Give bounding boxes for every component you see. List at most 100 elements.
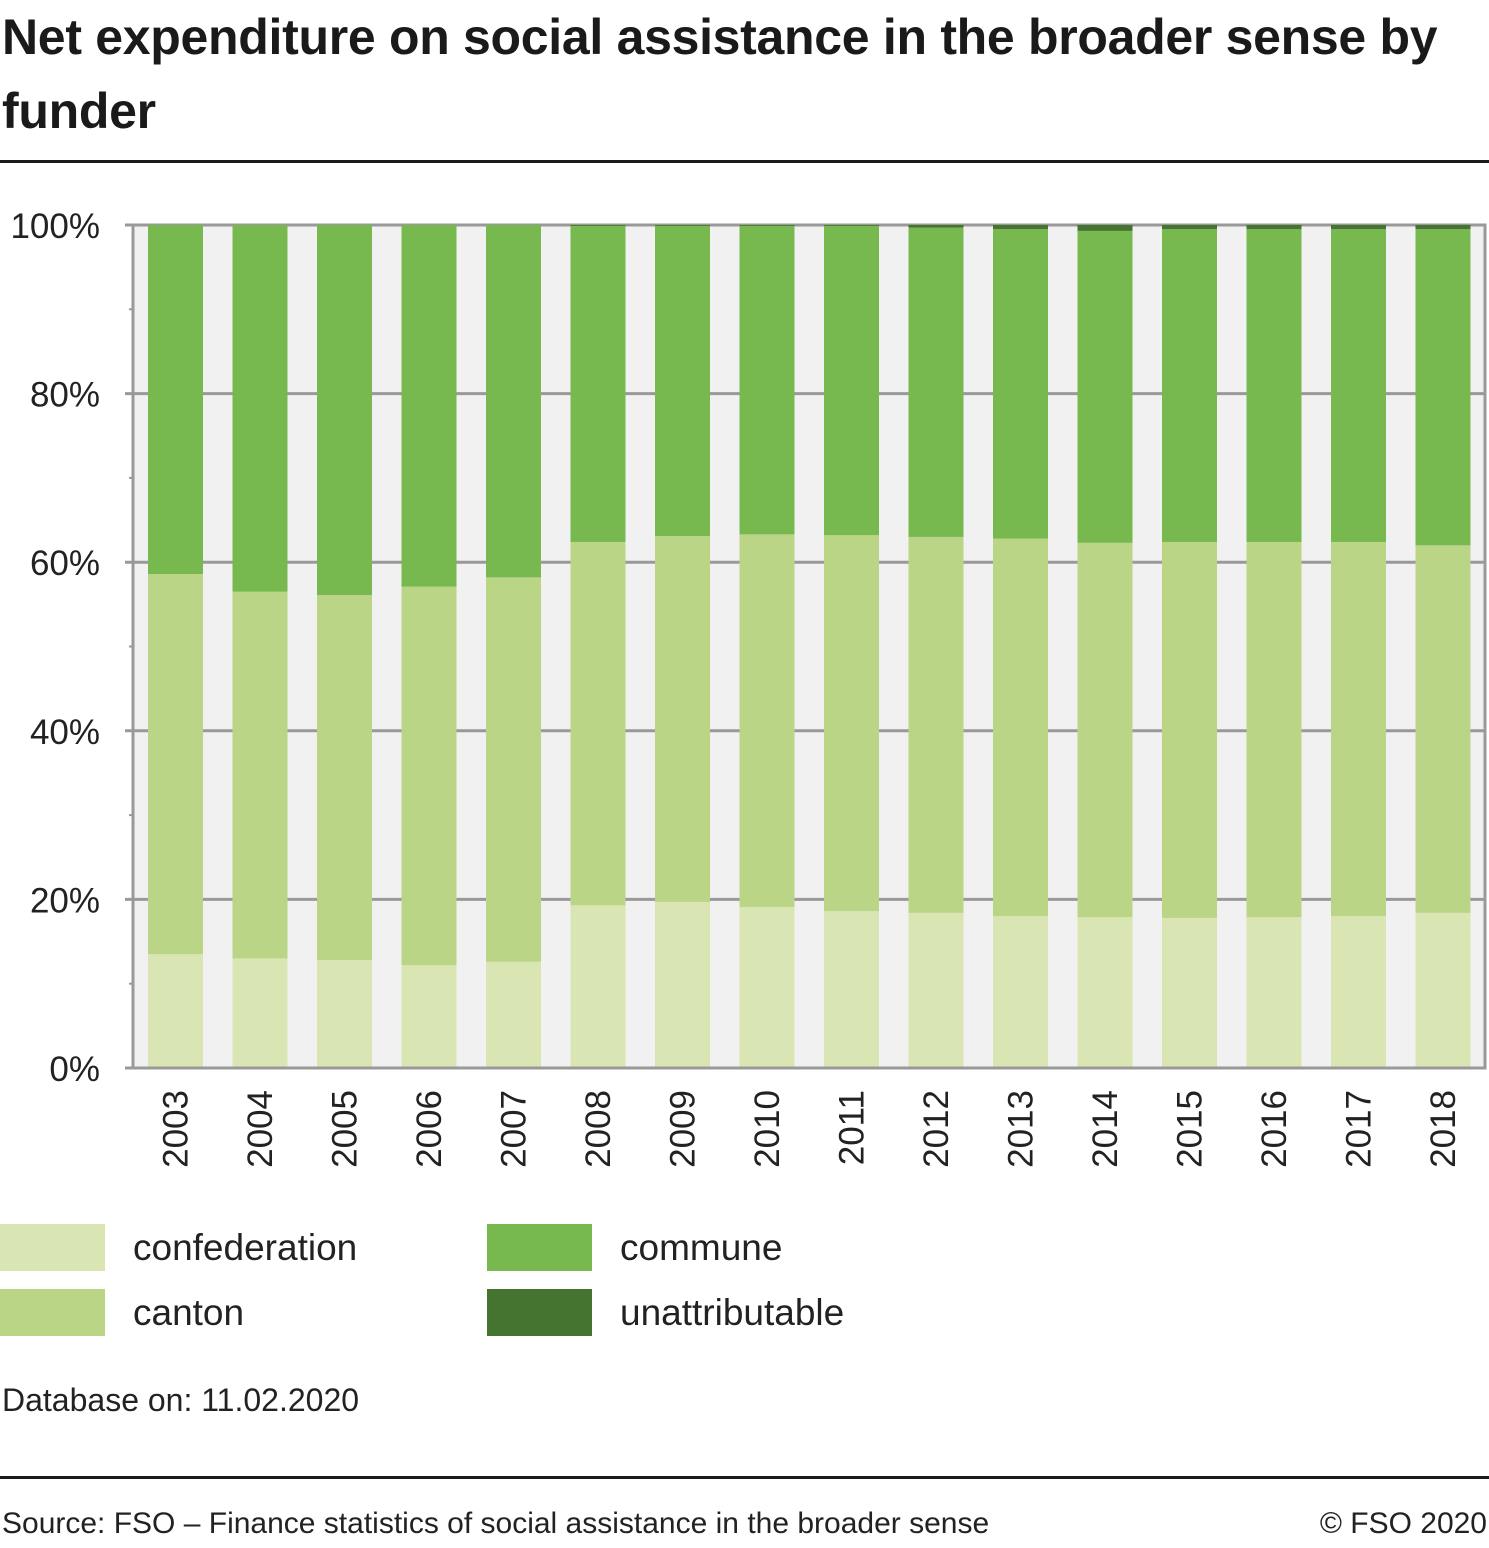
bar-confederation-2015 <box>1162 917 1217 1068</box>
bar-commune-2004 <box>232 225 288 592</box>
bar-confederation-2005 <box>317 960 372 1068</box>
bar-unattributable-2009 <box>655 225 710 226</box>
y-tick-label-60%: 60% <box>30 544 100 583</box>
bar-group-2013 <box>993 225 1048 1068</box>
bar-confederation-2004 <box>232 958 288 1068</box>
x-tick-label-2006: 2006 <box>410 1090 449 1168</box>
bar-group-2016 <box>1246 225 1302 1068</box>
x-tick-label-2009: 2009 <box>664 1090 703 1168</box>
bar-unattributable-2012 <box>908 225 964 228</box>
y-tick-label-40%: 40% <box>30 713 100 752</box>
bar-group-2010 <box>739 225 795 1068</box>
bar-confederation-2014 <box>1077 917 1133 1068</box>
bar-canton-2003 <box>148 574 203 955</box>
bar-commune-2011 <box>824 225 879 536</box>
bar-confederation-2018 <box>1415 912 1471 1068</box>
bar-canton-2017 <box>1331 541 1386 917</box>
x-tick-label-2014: 2014 <box>1086 1090 1125 1168</box>
bar-group-2014 <box>1077 225 1133 1068</box>
x-tick-label-2004: 2004 <box>241 1090 280 1168</box>
bar-canton-2008 <box>570 541 626 906</box>
x-tick-label-2008: 2008 <box>579 1090 618 1168</box>
bar-unattributable-2018 <box>1415 225 1471 230</box>
bar-confederation-2012 <box>908 912 964 1068</box>
bar-commune-2012 <box>908 227 964 537</box>
bar-unattributable-2008 <box>570 225 626 226</box>
bar-canton-2004 <box>232 591 288 959</box>
bar-group-2009 <box>655 225 710 1068</box>
legend-item-commune: commune <box>487 1224 782 1271</box>
bar-confederation-2009 <box>655 901 710 1068</box>
title-divider <box>0 160 1489 163</box>
legend-label-commune: commune <box>620 1226 783 1268</box>
legend: confederation canton commune unattributa… <box>0 1224 1000 1344</box>
bar-group-2006 <box>401 225 457 1068</box>
x-tick-label-2018: 2018 <box>1424 1090 1463 1168</box>
footer-divider <box>0 1476 1489 1479</box>
legend-swatch-canton <box>0 1289 105 1336</box>
x-tick-label-2012: 2012 <box>917 1090 956 1168</box>
x-tick-labels: 2003 2004 2005 2006 2007 2008 2009 2010 2011 2012… <box>157 1090 1464 1168</box>
bar-commune-2015 <box>1162 229 1217 542</box>
x-tick-label-2015: 2015 <box>1171 1090 1210 1168</box>
bar-commune-2008 <box>570 225 626 542</box>
bar-commune-2014 <box>1077 230 1133 543</box>
bar-commune-2010 <box>739 225 795 535</box>
bar-canton-2007 <box>486 577 541 962</box>
x-tick-label-2013: 2013 <box>1002 1090 1041 1168</box>
legend-label-confederation: confederation <box>133 1226 358 1268</box>
y-tick-label-100%: 100% <box>10 207 100 246</box>
bar-canton-2010 <box>739 534 795 907</box>
bar-confederation-2013 <box>993 916 1048 1068</box>
legend-item-unattributable: unattributable <box>487 1289 844 1336</box>
bar-canton-2016 <box>1246 541 1302 918</box>
bar-commune-2018 <box>1415 229 1471 546</box>
bar-unattributable-2017 <box>1331 225 1386 230</box>
bar-canton-2018 <box>1415 545 1471 913</box>
bar-confederation-2010 <box>739 906 795 1068</box>
bar-group-2007 <box>486 225 541 1068</box>
bar-commune-2005 <box>317 225 372 596</box>
bar-unattributable-2010 <box>739 225 795 226</box>
bar-group-2018 <box>1415 225 1471 1068</box>
bar-commune-2017 <box>1331 229 1386 542</box>
database-date-note: Database on: 11.02.2020 <box>2 1382 360 1418</box>
copyright-note: © FSO 2020 <box>1319 1507 1487 1540</box>
bar-confederation-2011 <box>824 911 879 1068</box>
bar-commune-2007 <box>486 225 541 578</box>
bar-commune-2016 <box>1246 229 1302 542</box>
bar-confederation-2006 <box>401 965 457 1068</box>
bar-unattributable-2014 <box>1077 225 1133 231</box>
bar-commune-2003 <box>148 225 203 575</box>
x-tick-label-2003: 2003 <box>157 1090 196 1168</box>
bar-group-2017 <box>1331 225 1386 1068</box>
legend-item-confederation: confederation <box>0 1224 357 1271</box>
bar-unattributable-2015 <box>1162 225 1217 230</box>
bar-canton-2012 <box>908 536 964 913</box>
bar-confederation-2003 <box>148 954 203 1068</box>
chart-title: Net expenditure on social assistance in … <box>2 9 1438 139</box>
bar-canton-2006 <box>401 586 457 966</box>
bar-group-2008 <box>570 225 626 1068</box>
legend-swatch-confederation <box>0 1224 105 1271</box>
x-tick-label-2010: 2010 <box>748 1090 787 1168</box>
bar-confederation-2017 <box>1331 916 1386 1068</box>
y-tick-label-20%: 20% <box>30 881 100 920</box>
legend-label-unattributable: unattributable <box>620 1291 845 1333</box>
bar-commune-2009 <box>655 225 710 537</box>
x-tick-label-2011: 2011 <box>833 1090 872 1165</box>
legend-label-canton: canton <box>133 1291 245 1333</box>
bar-unattributable-2016 <box>1246 225 1302 230</box>
bar-canton-2013 <box>993 538 1048 917</box>
bar-group-2005 <box>317 225 372 1068</box>
stacked-bar-chart: 0%20%40%60%80%100% 2003 2004 2005 2006 2007 2… <box>10 207 1487 1168</box>
legend-swatch-unattributable <box>487 1289 592 1336</box>
bar-group-2004 <box>232 225 288 1068</box>
bar-unattributable-2011 <box>824 225 879 226</box>
bar-confederation-2007 <box>486 961 541 1068</box>
legend-swatch-commune <box>487 1224 592 1271</box>
legend-item-canton: canton <box>0 1289 244 1336</box>
bar-commune-2013 <box>993 229 1048 539</box>
bar-group-2011 <box>824 225 879 1068</box>
bar-group-2012 <box>908 225 964 1068</box>
